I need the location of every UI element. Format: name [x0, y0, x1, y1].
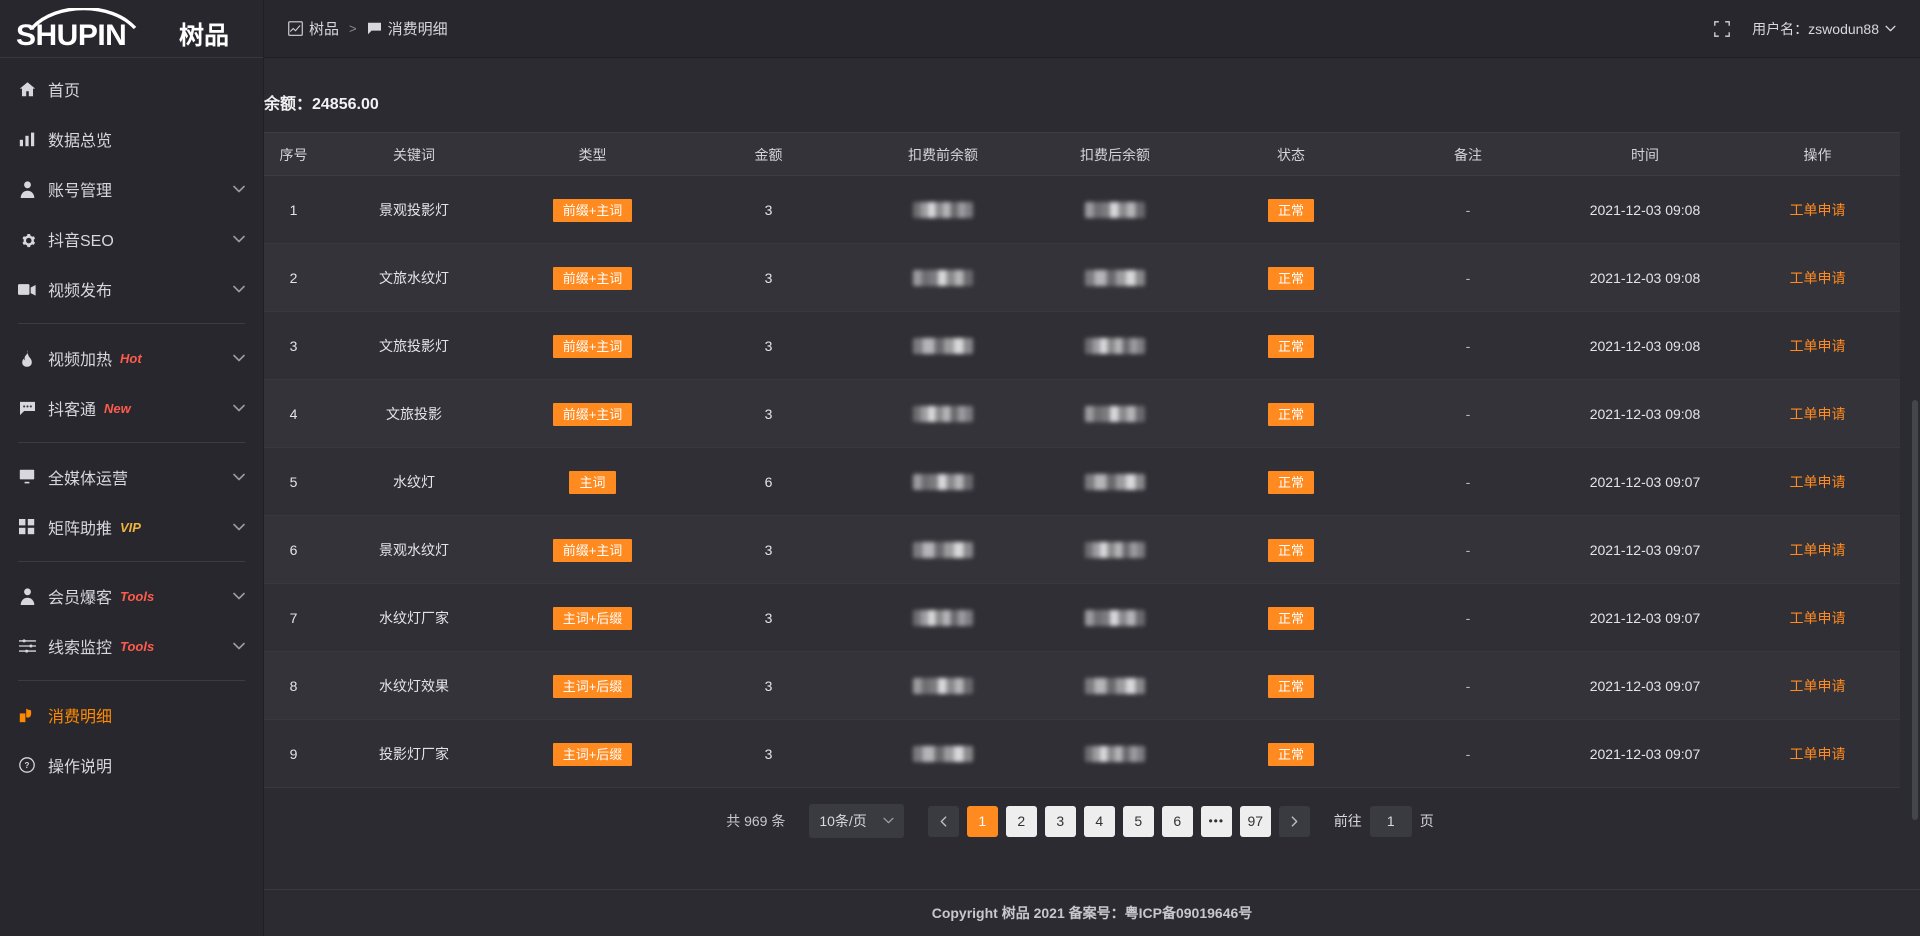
- svg-text:SHUPIN: SHUPIN: [16, 19, 126, 50]
- svg-text:?: ?: [25, 761, 30, 770]
- svg-text:树品: 树品: [179, 22, 229, 50]
